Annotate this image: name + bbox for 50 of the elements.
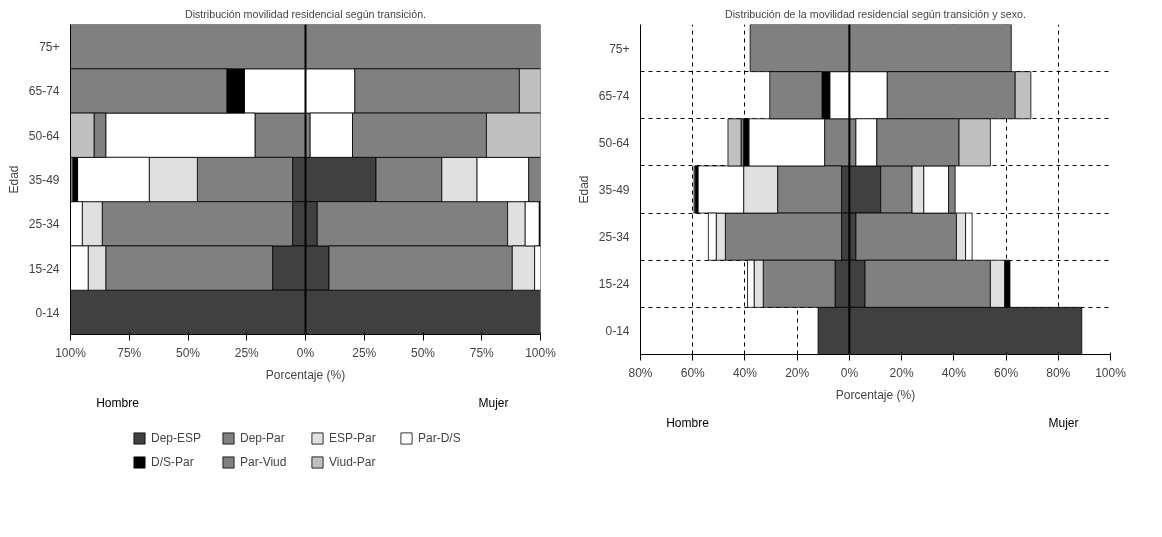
y-tick-label: 25-34 [598,230,630,245]
legend-label: Par-D/S [418,430,462,445]
x-tick-label: 50% [410,345,436,360]
text: Mujer [1048,415,1079,430]
chart-title: Distribución de la movilidad residencial según transición y sexo. [725,7,1026,20]
x-tick-label: 0% [840,365,859,380]
x-tick-label: 50% [175,345,201,360]
x-tick-label: 20% [889,365,914,380]
text: Hombre [666,415,710,430]
legend-label: Dep-Par [240,430,286,445]
x-tick-label: 60% [680,365,706,380]
y-tick-label: 15-24 [28,261,60,276]
x-tick-label: 100% [55,345,87,360]
x-tick-label: 0% [296,345,315,360]
legend-label: D/S-Par [151,454,195,469]
x-axis-title: Porcentaje (%) [835,387,916,402]
y-axis-title: Edad [6,165,21,194]
y-tick-label: 65-74 [598,88,630,103]
text: Mujer [478,395,509,410]
y-tick-label: 50-64 [598,135,630,150]
chart-title: Distribución movilidad residencial según transición. [184,7,427,20]
x-tick-label: 75% [117,345,142,360]
x-tick-label: 20% [785,365,810,380]
y-tick-label: 75+ [609,41,630,56]
x-tick-label: 100% [525,345,557,360]
x-tick-label: 25% [234,345,260,360]
y-tick-label: 35-49 [28,173,60,187]
x-tick-label: 40% [732,365,758,380]
x-tick-label: 80% [628,365,653,380]
y-tick-label: 75+ [39,40,60,55]
y-tick-label: 15-24 [598,277,630,292]
y-tick-label: 35-49 [598,183,630,197]
legend-label: ESP-Par [329,430,377,445]
legend-label: Dep-ESP [151,430,203,445]
y-tick-label: 0-14 [35,305,60,320]
legend-label: Par-Viud [240,454,288,469]
x-tick-label: 80% [1046,365,1071,380]
legend-label: Viud-Par [329,454,377,469]
x-tick-label: 25% [352,345,377,360]
y-tick-label: 50-64 [28,128,60,143]
x-tick-label: 100% [1095,365,1127,380]
x-tick-label: 75% [469,345,495,360]
x-tick-label: 60% [994,365,1019,380]
y-tick-label: 0-14 [605,324,630,339]
text: Hombre [96,395,140,410]
y-axis-title: Edad [576,175,591,204]
y-tick-label: 25-34 [28,217,60,232]
x-tick-label: 40% [941,365,967,380]
y-tick-label: 65-74 [28,84,60,99]
x-axis-title: Porcentaje (%) [265,367,346,382]
